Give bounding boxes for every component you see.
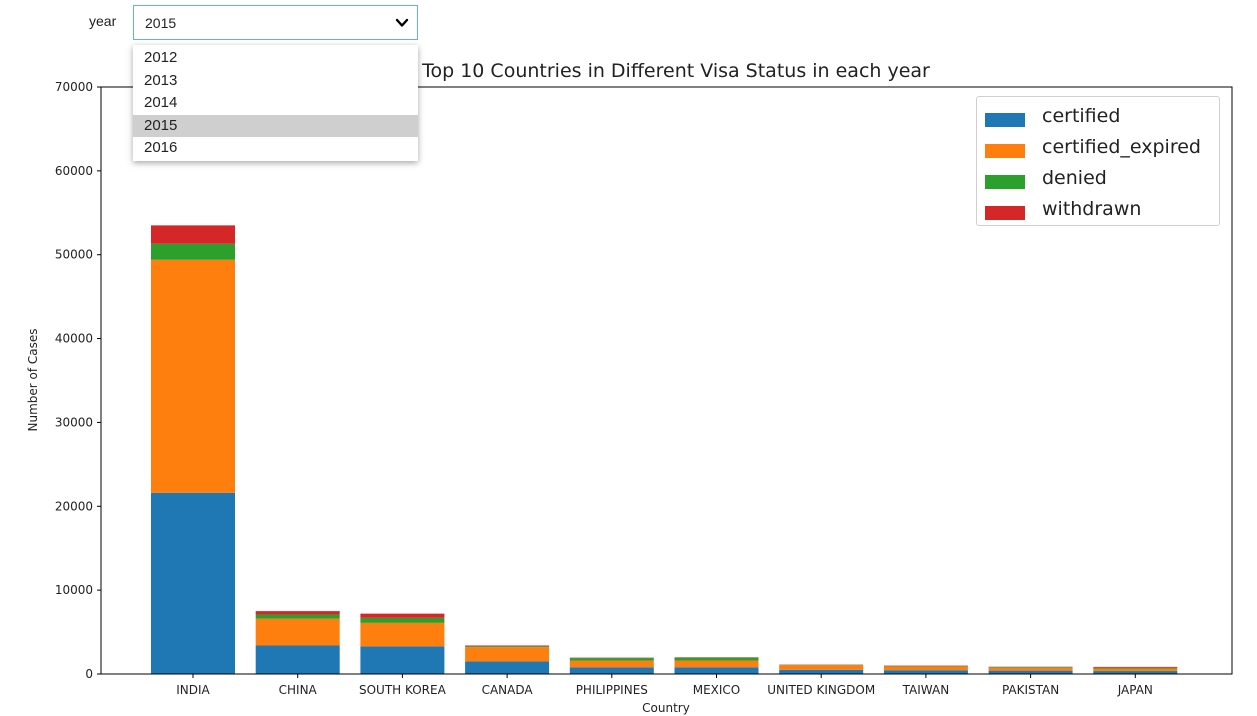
bar-certified — [1093, 671, 1178, 674]
legend-swatch — [985, 206, 1025, 220]
year-option[interactable]: 2012 — [144, 49, 178, 66]
bar-certified — [988, 670, 1073, 674]
bar-denied — [255, 614, 340, 619]
bar-certified_expired — [988, 667, 1073, 671]
y-tick-label: 10000 — [55, 583, 93, 597]
y-tick-label: 70000 — [55, 80, 93, 94]
x-tick-label: INDIA — [176, 683, 210, 697]
x-axis: INDIA CHINA SOUTH KOREA CANADA PHILIPPINES ME… — [176, 674, 1153, 697]
year-select-value: 2015 — [145, 15, 177, 31]
bar-certified — [779, 669, 864, 674]
bar-certified — [674, 667, 759, 674]
bar-withdrawn — [465, 645, 550, 647]
bar-denied — [569, 658, 654, 661]
x-tick-label: TAIWAN — [902, 683, 950, 697]
legend-label: certified — [1042, 105, 1121, 127]
bar-denied — [674, 657, 759, 661]
x-tick-label: CANADA — [482, 683, 534, 697]
x-tick-label: CHINA — [279, 683, 318, 697]
bar-certified_expired — [1093, 668, 1178, 672]
legend-swatch — [985, 113, 1025, 127]
year-select[interactable]: 2015 — [133, 5, 418, 40]
plot-frame — [100, 86, 1233, 675]
legend-label: denied — [1042, 167, 1107, 189]
bar-certified_expired — [151, 259, 235, 493]
legend-label: withdrawn — [1042, 198, 1142, 220]
y-tick-label: 0 — [85, 667, 93, 681]
y-axis-label: Number of Cases — [26, 328, 40, 431]
bar-withdrawn — [360, 613, 445, 618]
bar-certified_expired — [779, 665, 864, 670]
bar-denied — [360, 617, 445, 623]
year-dropdown-list[interactable]: 2012 2013 2014 2015 2016 — [133, 45, 418, 161]
bar-certified_expired — [360, 622, 445, 647]
x-tick-label: PHILIPPINES — [576, 683, 648, 697]
bar-certified — [151, 492, 235, 674]
bars-layer — [151, 225, 1178, 674]
y-axis: 0 10000 20000 30000 40000 50000 60000 70000 — [55, 80, 101, 681]
bar-certified — [883, 670, 968, 674]
bar-certified — [465, 661, 550, 674]
bar-certified_expired — [569, 660, 654, 668]
x-axis-label: Country — [642, 701, 690, 715]
legend-label: certified_expired — [1042, 136, 1201, 158]
bar-withdrawn — [1093, 666, 1178, 668]
bar-denied — [988, 667, 1073, 668]
bar-certified_expired — [465, 647, 550, 662]
legend-swatch — [985, 144, 1025, 158]
y-tick-label: 60000 — [55, 164, 93, 178]
bar-withdrawn — [151, 225, 235, 244]
year-label: year — [89, 13, 117, 29]
year-option[interactable]: 2016 — [144, 139, 178, 156]
x-tick-label: MEXICO — [693, 683, 741, 697]
bar-certified — [360, 646, 445, 674]
bar-denied — [465, 646, 550, 648]
bar-certified — [255, 645, 340, 674]
year-option[interactable]: 2013 — [144, 71, 178, 89]
x-tick-label: JAPAN — [1117, 683, 1153, 697]
legend-swatch — [985, 175, 1025, 189]
x-tick-label: SOUTH KOREA — [359, 683, 447, 697]
bar-withdrawn — [255, 611, 340, 615]
bar-certified — [569, 667, 654, 674]
y-tick-label: 20000 — [55, 499, 93, 513]
year-option[interactable]: 2014 — [144, 94, 178, 111]
x-tick-label: PAKISTAN — [1002, 683, 1059, 697]
bar-certified_expired — [255, 618, 340, 646]
chart-title: Top 10 Countries in Different Visa Statu… — [421, 60, 930, 82]
year-option[interactable]: 2015 — [133, 114, 418, 137]
bar-certified_expired — [674, 660, 759, 668]
y-tick-label: 50000 — [55, 248, 93, 262]
y-tick-label: 40000 — [55, 332, 93, 346]
y-tick-label: 30000 — [55, 415, 93, 429]
bar-denied — [1093, 667, 1178, 669]
bar-denied — [151, 243, 235, 260]
chevron-down-icon — [395, 18, 409, 27]
bar-certified_expired — [883, 666, 968, 671]
x-tick-label: UNITED KINGDOM — [767, 683, 875, 697]
